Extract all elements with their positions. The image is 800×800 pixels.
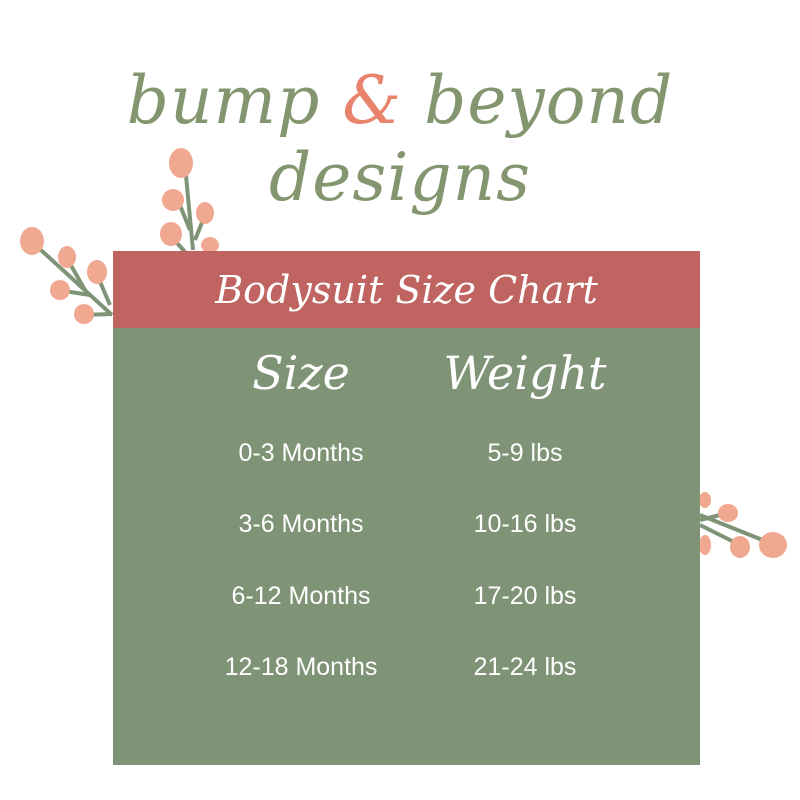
size-cell: 0-3 Months xyxy=(238,439,364,467)
weight-cell: 17-20 lbs xyxy=(473,582,577,610)
size-cell: 6-12 Months xyxy=(231,582,371,610)
chart-title: Bodysuit Size Chart xyxy=(215,267,598,312)
chart-title-band: Bodysuit Size Chart xyxy=(113,251,700,328)
logo-text: bump xyxy=(126,62,343,139)
weight-cell: 10-16 lbs xyxy=(473,510,577,538)
size-cell: 3-6 Months xyxy=(238,510,364,538)
weight-cell: 21-24 lbs xyxy=(473,653,577,681)
logo-ampersand: & xyxy=(342,62,403,139)
column-header-size: Size xyxy=(252,346,350,400)
column-header-weight: Weight xyxy=(443,346,607,400)
brand-logo: bump & beyond designs xyxy=(0,62,800,216)
weight-cell: 5-9 lbs xyxy=(487,439,563,467)
size-chart-panel: Bodysuit Size Chart Size Weight 0-3 Mont… xyxy=(113,251,700,765)
size-cell: 12-18 Months xyxy=(224,653,378,681)
logo-text: beyond designs xyxy=(269,62,674,216)
